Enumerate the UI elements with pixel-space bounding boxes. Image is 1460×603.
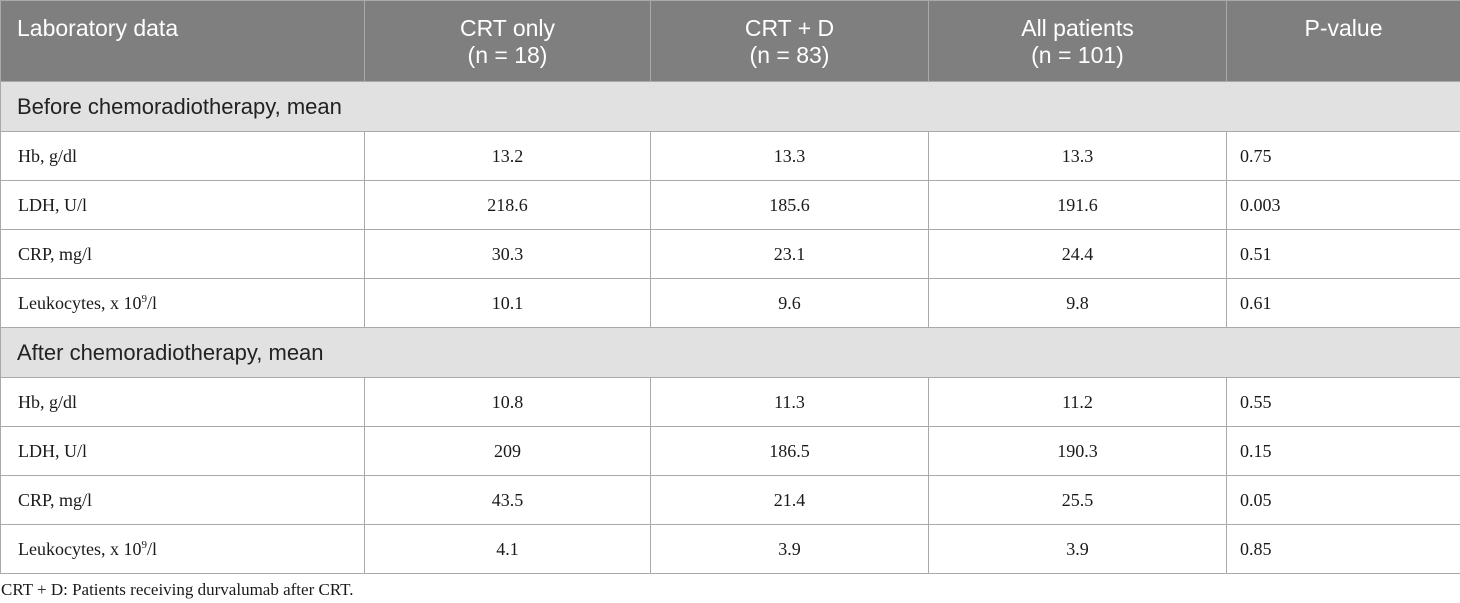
table-row: LDH, U/l 209 186.5 190.3 0.15 (0, 426, 1460, 476)
table-row: Hb, g/dl 13.2 13.3 13.3 0.75 (0, 131, 1460, 181)
cell-crt-d: 21.4 (650, 475, 929, 525)
header-crt-d-line1: CRT + D (744, 15, 835, 41)
cell-all-patients: 25.5 (928, 475, 1227, 525)
header-all-patients-line1: All patients (1021, 15, 1134, 41)
section-row: Before chemoradiotherapy, mean (0, 81, 1460, 132)
cell-all-patients: 191.6 (928, 180, 1227, 230)
header-crt-d-line2: (n = 83) (749, 42, 830, 68)
cell-p-value: 0.15 (1226, 426, 1460, 476)
table-row: Leukocytes, x 109/l 10.1 9.6 9.8 0.61 (0, 278, 1460, 328)
cell-crt-only: 218.6 (364, 180, 651, 230)
cell-crt-d: 23.1 (650, 229, 929, 279)
cell-all-patients: 11.2 (928, 377, 1227, 427)
row-label-text: Leukocytes, x 10 (18, 292, 142, 313)
cell-crt-d: 3.9 (650, 524, 929, 574)
row-label: CRP, mg/l (0, 229, 365, 279)
cell-p-value: 0.51 (1226, 229, 1460, 279)
cell-crt-only: 43.5 (364, 475, 651, 525)
cell-crt-only: 4.1 (364, 524, 651, 574)
cell-p-value: 0.05 (1226, 475, 1460, 525)
row-label: Leukocytes, x 109/l (0, 524, 365, 574)
header-p-value: P-value (1226, 0, 1460, 82)
cell-p-value: 0.85 (1226, 524, 1460, 574)
cell-crt-only: 13.2 (364, 131, 651, 181)
header-all-patients-line2: (n = 101) (1031, 42, 1124, 68)
table-row: CRP, mg/l 30.3 23.1 24.4 0.51 (0, 229, 1460, 279)
header-crt-only-line1: CRT only (459, 15, 556, 41)
row-label: Leukocytes, x 109/l (0, 278, 365, 328)
row-label: Hb, g/dl (0, 377, 365, 427)
table-row: Leukocytes, x 109/l 4.1 3.9 3.9 0.85 (0, 524, 1460, 574)
laboratory-data-table: Laboratory data CRT only (n = 18) CRT + … (0, 0, 1460, 574)
cell-crt-only: 10.1 (364, 278, 651, 328)
header-laboratory-data: Laboratory data (0, 0, 365, 82)
row-label: CRP, mg/l (0, 475, 365, 525)
cell-crt-only: 10.8 (364, 377, 651, 427)
cell-crt-d: 11.3 (650, 377, 929, 427)
row-label-superscript: 9 (141, 538, 147, 551)
header-crt-only-line2: (n = 18) (467, 42, 548, 68)
cell-p-value: 0.55 (1226, 377, 1460, 427)
header-crt-only: CRT only (n = 18) (364, 0, 651, 82)
table-row: CRP, mg/l 43.5 21.4 25.5 0.05 (0, 475, 1460, 525)
section-title: Before chemoradiotherapy, mean (0, 81, 1460, 132)
table-row: Hb, g/dl 10.8 11.3 11.2 0.55 (0, 377, 1460, 427)
cell-p-value: 0.75 (1226, 131, 1460, 181)
row-label: Hb, g/dl (0, 131, 365, 181)
row-label-superscript: 9 (141, 292, 147, 305)
row-label-text: Leukocytes, x 10 (18, 538, 142, 559)
row-label: LDH, U/l (0, 426, 365, 476)
cell-all-patients: 190.3 (928, 426, 1227, 476)
row-label: LDH, U/l (0, 180, 365, 230)
cell-crt-d: 13.3 (650, 131, 929, 181)
table-header-row: Laboratory data CRT only (n = 18) CRT + … (0, 0, 1460, 82)
cell-crt-d: 185.6 (650, 180, 929, 230)
section-title: After chemoradiotherapy, mean (0, 327, 1460, 378)
header-all-patients: All patients (n = 101) (928, 0, 1227, 82)
cell-crt-d: 9.6 (650, 278, 929, 328)
cell-all-patients: 13.3 (928, 131, 1227, 181)
header-crt-d: CRT + D (n = 83) (650, 0, 929, 82)
section-row: After chemoradiotherapy, mean (0, 327, 1460, 378)
cell-all-patients: 3.9 (928, 524, 1227, 574)
cell-all-patients: 24.4 (928, 229, 1227, 279)
cell-crt-only: 30.3 (364, 229, 651, 279)
cell-p-value: 0.61 (1226, 278, 1460, 328)
cell-all-patients: 9.8 (928, 278, 1227, 328)
table-footnote: CRT + D: Patients receiving durvalumab a… (1, 580, 354, 599)
row-label-unit: /l (146, 538, 157, 559)
cell-crt-d: 186.5 (650, 426, 929, 476)
cell-p-value: 0.003 (1226, 180, 1460, 230)
table-row: LDH, U/l 218.6 185.6 191.6 0.003 (0, 180, 1460, 230)
row-label-unit: /l (146, 292, 157, 313)
cell-crt-only: 209 (364, 426, 651, 476)
